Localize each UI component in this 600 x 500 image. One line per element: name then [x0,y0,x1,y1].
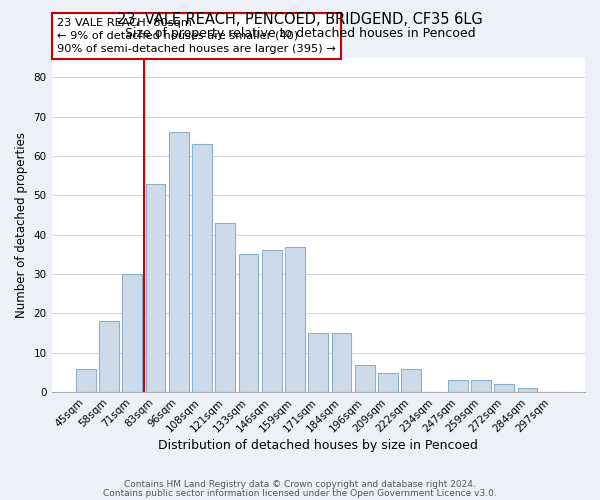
Bar [378,372,398,392]
Y-axis label: Number of detached properties: Number of detached properties [15,132,28,318]
Bar [239,254,259,392]
Bar [285,246,305,392]
Text: Contains HM Land Registry data © Crown copyright and database right 2024.: Contains HM Land Registry data © Crown c… [124,480,476,489]
Bar [332,333,352,392]
Bar [471,380,491,392]
Bar [169,132,188,392]
Bar [401,368,421,392]
Bar [262,250,281,392]
Text: Size of property relative to detached houses in Pencoed: Size of property relative to detached ho… [125,28,475,40]
Bar [122,274,142,392]
Bar [99,322,119,392]
Bar [215,223,235,392]
Text: Contains public sector information licensed under the Open Government Licence v3: Contains public sector information licen… [103,488,497,498]
Bar [146,184,166,392]
Bar [518,388,538,392]
Bar [76,368,95,392]
Text: 23, VALE REACH, PENCOED, BRIDGEND, CF35 6LG: 23, VALE REACH, PENCOED, BRIDGEND, CF35 … [117,12,483,28]
Bar [355,364,374,392]
Bar [448,380,468,392]
Bar [494,384,514,392]
X-axis label: Distribution of detached houses by size in Pencoed: Distribution of detached houses by size … [158,440,478,452]
Bar [308,333,328,392]
Bar [192,144,212,392]
Text: 23 VALE REACH: 80sqm
← 9% of detached houses are smaller (40)
90% of semi-detach: 23 VALE REACH: 80sqm ← 9% of detached ho… [57,18,335,54]
